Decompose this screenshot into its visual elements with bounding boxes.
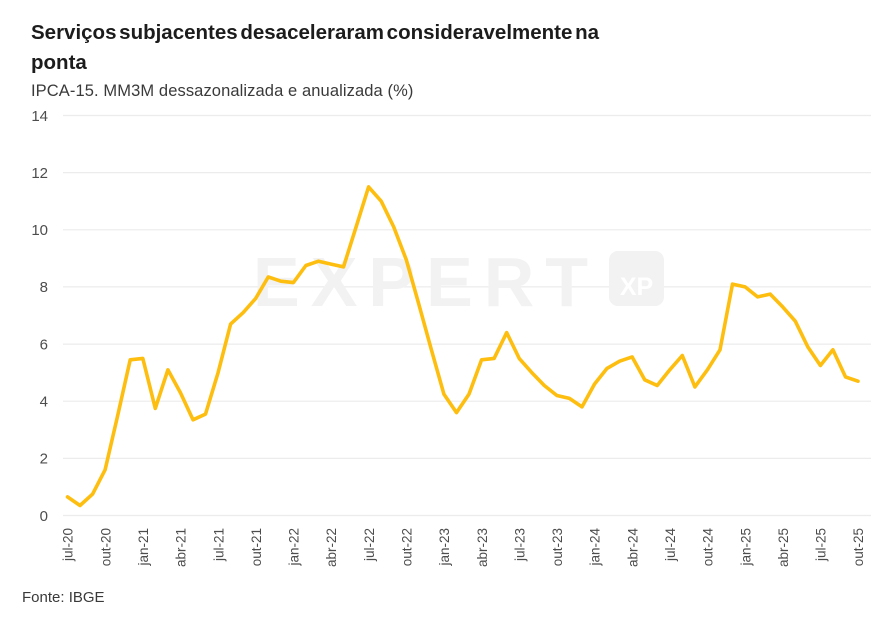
y-tick-label: 4 [40,394,48,411]
x-tick-label: jul-24 [663,528,678,563]
y-tick-label: 12 [31,165,48,182]
y-tick-label: 6 [40,336,48,353]
watermark-xp-badge [609,251,664,306]
y-tick-label: 2 [40,451,48,468]
x-tick-label: abr-22 [324,528,339,567]
y-tick-label: 14 [31,108,48,125]
source-note: Fonte: IBGE [22,589,105,606]
page-title: Serviços subjacentes desaceleraram consi… [31,18,711,78]
x-tick-label: jul-22 [362,528,377,562]
x-tick-label: jan-24 [588,528,603,567]
gridlines [63,114,871,517]
x-tick-label: jan-25 [738,528,753,567]
watermark: EXPERT XP [253,243,664,321]
x-axis-labels: jul-20 out-20 jan-21 abr-21 jul-21 out-21 jan-… [61,528,867,568]
page-title-line-1: Serviços subjacentes desaceleraram consi… [31,21,600,44]
chart-subtitle: IPCA-15. MM3M dessazonalizada e anualiza… [31,82,414,100]
x-tick-label: jul-20 [61,528,76,562]
x-tick-label: out-24 [701,528,716,567]
y-tick-label: 8 [40,279,48,296]
x-tick-label: out-25 [851,528,866,566]
x-tick-label: abr-23 [475,528,490,567]
x-tick-label: jan-21 [136,528,151,567]
y-tick-label: 10 [31,222,48,239]
x-tick-label: abr-25 [776,528,791,567]
x-tick-label: jan-23 [437,528,452,567]
x-tick-label: abr-21 [174,528,189,567]
x-tick-label: out-20 [98,528,113,566]
y-axis-labels: 0 2 4 6 8 10 12 14 [31,108,48,525]
x-tick-label: out-23 [550,528,565,566]
x-tick-label: abr-24 [625,528,640,568]
page-title-line-2: ponta [31,51,87,74]
x-tick-label: out-21 [249,528,264,566]
x-tick-label: jul-25 [814,528,829,562]
watermark-expert-text: EXPERT [253,243,599,321]
x-tick-label: jan-22 [287,528,302,567]
watermark-xp-text: XP [620,273,653,301]
x-tick-label: out-22 [400,528,415,566]
x-tick-label: jul-21 [211,528,226,562]
series-line [65,185,860,508]
x-tick-label: jul-23 [512,528,527,562]
y-tick-label: 0 [40,508,48,525]
